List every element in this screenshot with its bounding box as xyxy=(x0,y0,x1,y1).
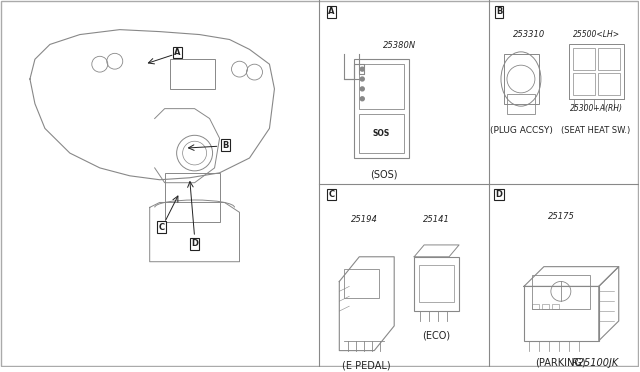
Text: 25300+A(RH): 25300+A(RH) xyxy=(570,104,623,113)
Bar xyxy=(532,275,590,309)
Bar xyxy=(598,73,620,95)
Circle shape xyxy=(360,97,364,101)
Text: (PLUG ACCSY): (PLUG ACCSY) xyxy=(490,126,552,135)
Bar xyxy=(355,59,409,158)
Text: (ECO): (ECO) xyxy=(422,331,450,341)
Circle shape xyxy=(360,77,364,81)
Bar xyxy=(542,304,549,309)
Text: A: A xyxy=(174,48,181,57)
Bar xyxy=(359,113,404,153)
Text: 253310: 253310 xyxy=(513,30,545,39)
Bar xyxy=(552,304,559,309)
Text: D: D xyxy=(191,240,198,248)
Text: C: C xyxy=(328,190,334,199)
Text: (E PEDAL): (E PEDAL) xyxy=(342,360,390,371)
Bar xyxy=(507,94,535,113)
Bar xyxy=(344,269,380,298)
Text: B: B xyxy=(222,141,228,150)
Text: B: B xyxy=(496,7,502,16)
Bar xyxy=(164,173,220,222)
Bar xyxy=(573,48,595,70)
Circle shape xyxy=(360,67,364,71)
Bar xyxy=(598,48,620,70)
Text: 25500<LH>: 25500<LH> xyxy=(573,30,620,39)
Text: R25100JK: R25100JK xyxy=(572,357,619,368)
Bar xyxy=(569,44,624,99)
Text: (SEAT HEAT SW.): (SEAT HEAT SW.) xyxy=(561,126,630,135)
Bar xyxy=(532,304,539,309)
Text: A: A xyxy=(328,7,335,16)
Text: D: D xyxy=(495,190,502,199)
Text: SOS: SOS xyxy=(372,129,390,138)
Text: (SOS): (SOS) xyxy=(371,170,398,180)
Bar xyxy=(573,73,595,95)
Bar xyxy=(359,64,404,109)
Text: C: C xyxy=(159,223,164,232)
Circle shape xyxy=(360,87,364,91)
Bar xyxy=(419,265,454,302)
Bar xyxy=(414,257,459,311)
Text: (PARKING): (PARKING) xyxy=(536,357,586,368)
Text: 25175: 25175 xyxy=(548,212,575,221)
Bar xyxy=(170,59,214,89)
Bar xyxy=(504,54,539,104)
Bar xyxy=(524,286,599,341)
Text: 25380N: 25380N xyxy=(383,42,416,51)
Text: 25194: 25194 xyxy=(351,215,378,224)
Text: 25141: 25141 xyxy=(422,215,449,224)
